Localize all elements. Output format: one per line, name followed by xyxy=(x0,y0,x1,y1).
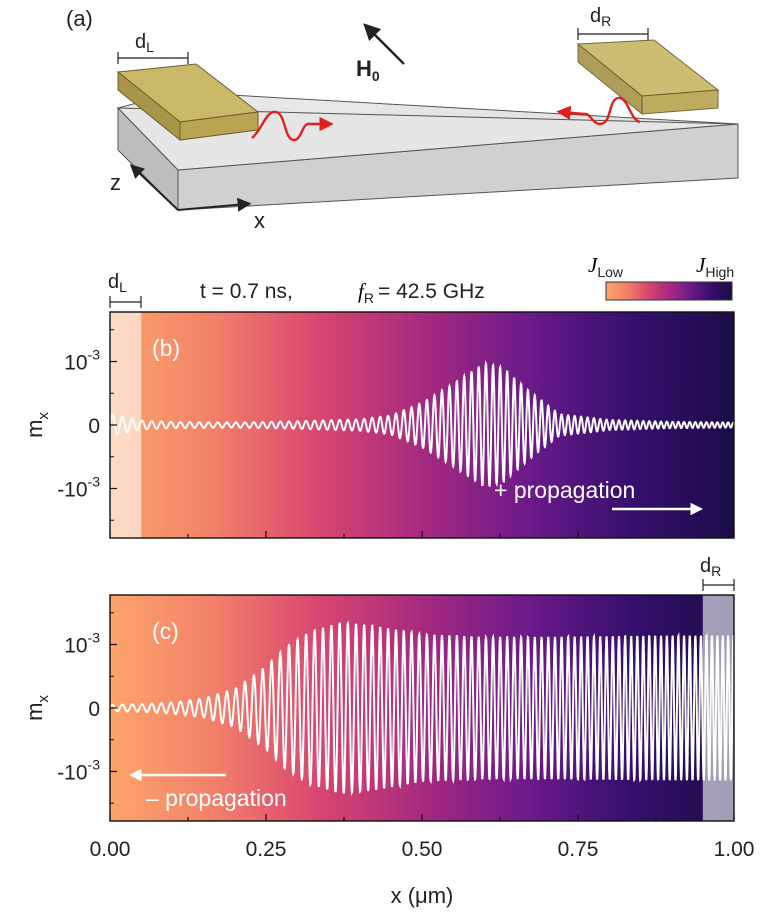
y-axis-label: mx xyxy=(22,695,52,721)
y-tick-label: 10-3 xyxy=(64,630,100,658)
chart-panel-c: 10-3 0 -10-3 0.00 0.25 0.50 0.75 1.00 x (μm) mx (c… xyxy=(22,594,755,908)
y-tick-label: 10-3 xyxy=(64,347,100,375)
x-axis-label: x (μm) xyxy=(391,883,454,908)
mx-trace xyxy=(110,620,734,797)
dl-text: d xyxy=(135,31,146,53)
x-tick-label: 0.75 xyxy=(558,838,599,861)
x-tick-label: 0.25 xyxy=(246,838,287,861)
y-tick-label: 0 xyxy=(88,698,100,721)
svg-text:dL: dL xyxy=(135,31,154,55)
dl-bracket-label: dL xyxy=(108,271,127,295)
dr-dimension: dR xyxy=(577,5,649,40)
dl-sub: L xyxy=(146,39,154,55)
schematic-panel: (a) dL dR xyxy=(66,5,739,233)
x-axis-arrow xyxy=(177,197,252,212)
colorbar-high-label: JHigh xyxy=(696,253,734,280)
y-tick-label: -10-3 xyxy=(57,756,100,784)
x-tick-label: 0.00 xyxy=(90,838,131,861)
y-tick-label: 0 xyxy=(88,415,100,438)
y-axis-label: mx xyxy=(22,412,52,438)
slab-top xyxy=(116,107,739,171)
panel-label: (c) xyxy=(152,618,179,644)
x-tick-label: 0.50 xyxy=(402,838,443,861)
svg-text:dR: dR xyxy=(590,5,611,29)
left-spin-wave xyxy=(251,110,311,142)
mx-trace xyxy=(110,360,734,488)
time-text: t = 0.7 ns, xyxy=(200,280,293,303)
dr-text: d xyxy=(590,5,601,27)
right-spin-wave xyxy=(583,96,641,126)
z-axis-arrow xyxy=(129,164,179,211)
panel-label-a: (a) xyxy=(66,6,93,31)
dr-sub: R xyxy=(601,13,611,29)
field-label: H0 xyxy=(356,56,380,84)
field-arrow xyxy=(363,23,405,65)
right-antenna xyxy=(576,39,720,116)
colorbar-low-label: JLow xyxy=(588,253,624,280)
plots: 10-3 0 -10-3 mx (b) + propagation 10-3 0 -10-3 0.… xyxy=(22,311,755,908)
freq-text: fR = 42.5 GHz xyxy=(358,279,485,306)
x-tick-label: 1.00 xyxy=(714,838,755,861)
info-header: t = 0.7 ns, fR = 42.5 GHz JLow JHigh dL d… xyxy=(108,253,735,591)
propagation-annotation: + propagation xyxy=(494,477,635,503)
chart-panel-b: 10-3 0 -10-3 mx (b) + propagation xyxy=(22,311,735,539)
dr-bracket-label: dR xyxy=(700,555,721,579)
dl-dimension: dL xyxy=(117,31,189,64)
panel-label: (b) xyxy=(152,335,180,361)
y-tick-label: -10-3 xyxy=(57,473,100,501)
propagation-annotation: – propagation xyxy=(146,785,287,811)
colorbar xyxy=(605,281,733,301)
axis-z-label: z xyxy=(110,170,121,195)
axis-x-label: x xyxy=(254,208,265,233)
left-going-arrow xyxy=(556,105,585,120)
